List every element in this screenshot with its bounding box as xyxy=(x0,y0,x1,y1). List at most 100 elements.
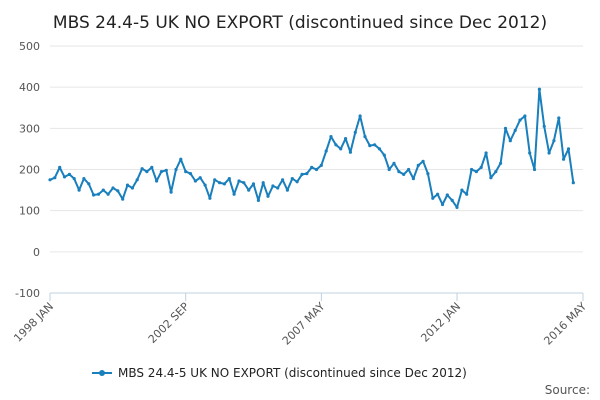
data-point[interactable] xyxy=(53,176,57,180)
data-point[interactable] xyxy=(382,153,386,157)
data-point[interactable] xyxy=(193,179,197,183)
data-point[interactable] xyxy=(125,183,130,187)
data-point[interactable] xyxy=(397,170,401,174)
data-point[interactable] xyxy=(67,172,71,176)
legend[interactable]: MBS 24.4-5 UK NO EXPORT (discontinued si… xyxy=(92,366,467,380)
data-point[interactable] xyxy=(261,181,265,185)
data-point[interactable] xyxy=(227,177,231,181)
data-point[interactable] xyxy=(562,157,566,161)
data-point[interactable] xyxy=(72,177,76,181)
data-point[interactable] xyxy=(339,147,343,151)
data-point[interactable] xyxy=(130,186,134,190)
data-point[interactable] xyxy=(344,137,348,141)
data-point[interactable] xyxy=(508,139,512,143)
data-point[interactable] xyxy=(169,190,173,194)
data-point[interactable] xyxy=(155,179,159,183)
data-point[interactable] xyxy=(402,172,406,176)
data-point[interactable] xyxy=(295,180,299,184)
data-point[interactable] xyxy=(329,135,333,139)
data-point[interactable] xyxy=(373,143,377,147)
data-point[interactable] xyxy=(106,192,110,196)
data-point[interactable] xyxy=(499,161,503,165)
data-point[interactable] xyxy=(513,128,517,132)
data-point[interactable] xyxy=(305,172,309,176)
data-point[interactable] xyxy=(445,193,449,197)
data-point[interactable] xyxy=(237,179,241,183)
data-point[interactable] xyxy=(159,170,163,174)
data-point[interactable] xyxy=(184,170,188,174)
data-point[interactable] xyxy=(111,186,115,190)
data-point[interactable] xyxy=(188,172,193,176)
data-point[interactable] xyxy=(518,118,522,122)
data-point[interactable] xyxy=(450,198,454,202)
data-point[interactable] xyxy=(542,124,546,128)
data-point[interactable] xyxy=(411,177,415,181)
data-point[interactable] xyxy=(247,188,251,192)
data-point[interactable] xyxy=(96,192,101,196)
data-point[interactable] xyxy=(121,197,125,201)
data-point[interactable] xyxy=(140,167,144,171)
data-point[interactable] xyxy=(218,181,222,185)
data-point[interactable] xyxy=(407,167,411,172)
data-point[interactable] xyxy=(571,181,575,185)
data-point[interactable] xyxy=(416,163,420,167)
data-point[interactable] xyxy=(281,178,285,182)
data-point[interactable] xyxy=(164,168,168,172)
data-point[interactable] xyxy=(300,172,304,176)
data-point[interactable] xyxy=(566,147,571,151)
data-point[interactable] xyxy=(334,143,338,147)
data-point[interactable] xyxy=(92,193,96,197)
data-point[interactable] xyxy=(537,87,542,91)
data-point[interactable] xyxy=(285,188,289,192)
data-point[interactable] xyxy=(470,167,474,172)
data-point[interactable] xyxy=(489,176,493,180)
data-point[interactable] xyxy=(222,182,226,186)
data-point[interactable] xyxy=(232,192,236,196)
data-point[interactable] xyxy=(547,151,551,155)
data-point[interactable] xyxy=(266,194,270,198)
data-point[interactable] xyxy=(455,205,459,209)
data-point[interactable] xyxy=(251,182,256,186)
data-point[interactable] xyxy=(421,159,425,163)
data-point[interactable] xyxy=(387,167,391,172)
data-point[interactable] xyxy=(532,167,537,172)
data-point[interactable] xyxy=(174,167,178,172)
data-point[interactable] xyxy=(368,144,372,148)
data-point[interactable] xyxy=(150,165,154,169)
data-point[interactable] xyxy=(203,183,207,187)
data-point[interactable] xyxy=(314,167,319,172)
data-point[interactable] xyxy=(116,189,120,193)
data-point[interactable] xyxy=(82,177,86,181)
data-point[interactable] xyxy=(460,188,464,192)
data-point[interactable] xyxy=(523,114,527,118)
data-point[interactable] xyxy=(135,178,139,182)
data-point[interactable] xyxy=(87,182,91,186)
data-point[interactable] xyxy=(324,149,328,153)
data-point[interactable] xyxy=(377,147,382,151)
data-point[interactable] xyxy=(145,170,149,174)
data-point[interactable] xyxy=(436,192,440,196)
data-point[interactable] xyxy=(242,181,246,185)
data-point[interactable] xyxy=(179,157,183,161)
data-point[interactable] xyxy=(474,170,478,174)
data-point[interactable] xyxy=(77,188,81,192)
data-point[interactable] xyxy=(319,163,323,167)
data-point[interactable] xyxy=(310,165,314,169)
data-point[interactable] xyxy=(494,170,498,174)
data-point[interactable] xyxy=(353,130,357,134)
data-point[interactable] xyxy=(552,139,556,143)
data-point[interactable] xyxy=(557,116,561,120)
data-point[interactable] xyxy=(256,198,260,202)
data-point[interactable] xyxy=(276,186,280,190)
data-point[interactable] xyxy=(358,114,362,118)
data-point[interactable] xyxy=(48,178,52,182)
data-point[interactable] xyxy=(348,150,352,154)
data-point[interactable] xyxy=(213,178,217,182)
data-point[interactable] xyxy=(198,176,202,180)
data-point[interactable] xyxy=(479,165,483,169)
data-point[interactable] xyxy=(290,177,294,181)
data-point[interactable] xyxy=(62,175,67,179)
data-point[interactable] xyxy=(271,184,275,188)
data-point[interactable] xyxy=(528,151,532,155)
data-point[interactable] xyxy=(208,196,212,200)
